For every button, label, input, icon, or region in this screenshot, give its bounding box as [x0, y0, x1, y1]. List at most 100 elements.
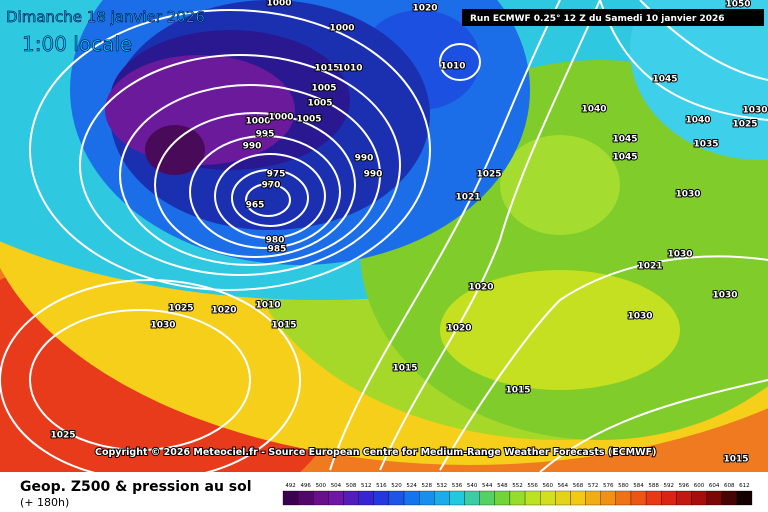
scale-swatch	[736, 490, 753, 506]
isobar-label: 970	[262, 181, 281, 191]
isobar-label: 1025	[476, 170, 501, 180]
isobar-label: 1050	[725, 0, 750, 10]
scale-swatch	[388, 490, 405, 506]
isobar-label: 1000	[268, 113, 293, 123]
scale-swatch	[706, 490, 722, 506]
scale-label: 588	[648, 483, 659, 489]
scale-label: 608	[724, 483, 735, 489]
copyright: Copyright © 2026 Meteociel.fr - Source E…	[95, 447, 656, 458]
isobar-label: 1021	[455, 193, 480, 203]
isobar-label: 1045	[652, 75, 677, 85]
isobar-label: 1015	[271, 321, 296, 331]
isobar-label: 1000	[245, 117, 270, 127]
scale-label: 604	[709, 483, 720, 489]
isobar-label: 980	[266, 236, 285, 246]
isobar-label: 1000	[329, 24, 354, 34]
scale-label: 556	[527, 483, 538, 489]
isobar-label: 1010	[440, 62, 465, 72]
scale-label: 536	[452, 483, 463, 489]
isobar-label: 1021	[637, 262, 662, 272]
scale-label: 564	[558, 483, 569, 489]
scale-label: 544	[482, 483, 493, 489]
scale-label: 504	[331, 483, 342, 489]
scale-swatch	[464, 490, 480, 506]
isobar-label: 1005	[307, 99, 332, 109]
scale-label: 520	[391, 483, 402, 489]
scale-label: 516	[376, 483, 387, 489]
scale-swatch	[645, 490, 662, 506]
scale-swatch	[419, 490, 435, 506]
scale-swatch	[600, 490, 616, 506]
scale-swatch	[570, 490, 586, 506]
isobar-label: 1015	[314, 64, 339, 74]
isobar-label: 1015	[723, 455, 748, 465]
isobar-label: 990	[364, 170, 383, 180]
isobar-label: 1030	[712, 291, 737, 301]
isobar-label: 1020	[446, 324, 471, 334]
scale-swatch	[630, 490, 647, 506]
scale-swatch	[555, 490, 571, 506]
isobar-label: 995	[256, 130, 275, 140]
footer-title: Geop. Z500 & pression au sol	[20, 479, 252, 495]
isobar-label: 1030	[667, 250, 692, 260]
isobar-label: 1005	[296, 115, 321, 125]
scale-label: 548	[497, 483, 508, 489]
scale-label: 524	[406, 483, 417, 489]
isobar-label: 1015	[392, 364, 417, 374]
map-time: 1:00 locale	[22, 32, 132, 56]
scale-label: 600	[694, 483, 705, 489]
scale-label: 576	[603, 483, 614, 489]
scale-swatch	[328, 490, 344, 506]
scale-label: 552	[512, 483, 523, 489]
scale-label: 500	[316, 483, 327, 489]
run-box	[462, 9, 764, 26]
isobar-label: 965	[246, 201, 265, 211]
isobar-label: 1015	[505, 386, 530, 396]
scale-swatch	[494, 490, 511, 506]
scale-swatch	[540, 490, 556, 506]
isobar-label: 1010	[255, 301, 280, 311]
scale-swatch	[509, 490, 526, 506]
isobar-label: 1025	[732, 120, 757, 130]
scale-swatch	[403, 490, 420, 506]
isobar-label: 1020	[412, 4, 437, 14]
isobar-label: 1030	[627, 312, 652, 322]
isobar-label: 1025	[50, 431, 75, 441]
isobar-label: 975	[267, 170, 286, 180]
isobar-label: 1010	[337, 64, 362, 74]
scale-label: 528	[421, 483, 432, 489]
scale-label: 592	[664, 483, 675, 489]
footer-lead: (+ 180h)	[20, 496, 69, 509]
scale-label: 496	[300, 483, 311, 489]
isobar-label: 1045	[612, 153, 637, 163]
isobar-label: 1000	[266, 0, 291, 9]
scale-label: 540	[467, 483, 478, 489]
isobar-label: 1035	[693, 140, 718, 150]
scale-label: 560	[543, 483, 554, 489]
scale-swatch	[297, 490, 314, 506]
scale-swatch	[585, 490, 601, 506]
scale-label: 596	[679, 483, 690, 489]
isobar-label: 1030	[150, 321, 175, 331]
map-title: Dimanche 18 janvier 2026	[6, 8, 205, 26]
scale-label: 612	[739, 483, 750, 489]
isobar-label: 1025	[168, 304, 193, 314]
scale-swatch	[615, 490, 632, 506]
isobar-label: 1020	[468, 283, 493, 293]
isobar-label: 1040	[685, 116, 710, 126]
scale-label: 512	[361, 483, 372, 489]
scale-swatch	[282, 490, 299, 506]
scale-swatch	[434, 490, 450, 506]
scale-swatch	[449, 490, 465, 506]
isobar-label: 1030	[675, 190, 700, 200]
scale-swatch	[313, 490, 329, 506]
scale-label: 580	[618, 483, 629, 489]
scale-label: 492	[285, 483, 296, 489]
scale-swatch	[479, 490, 495, 506]
isobar-label: 1030	[742, 106, 767, 116]
scale-swatch	[524, 490, 541, 506]
scale-label: 572	[588, 483, 599, 489]
isobar-label: 985	[268, 245, 287, 255]
scale-swatch	[721, 490, 738, 506]
